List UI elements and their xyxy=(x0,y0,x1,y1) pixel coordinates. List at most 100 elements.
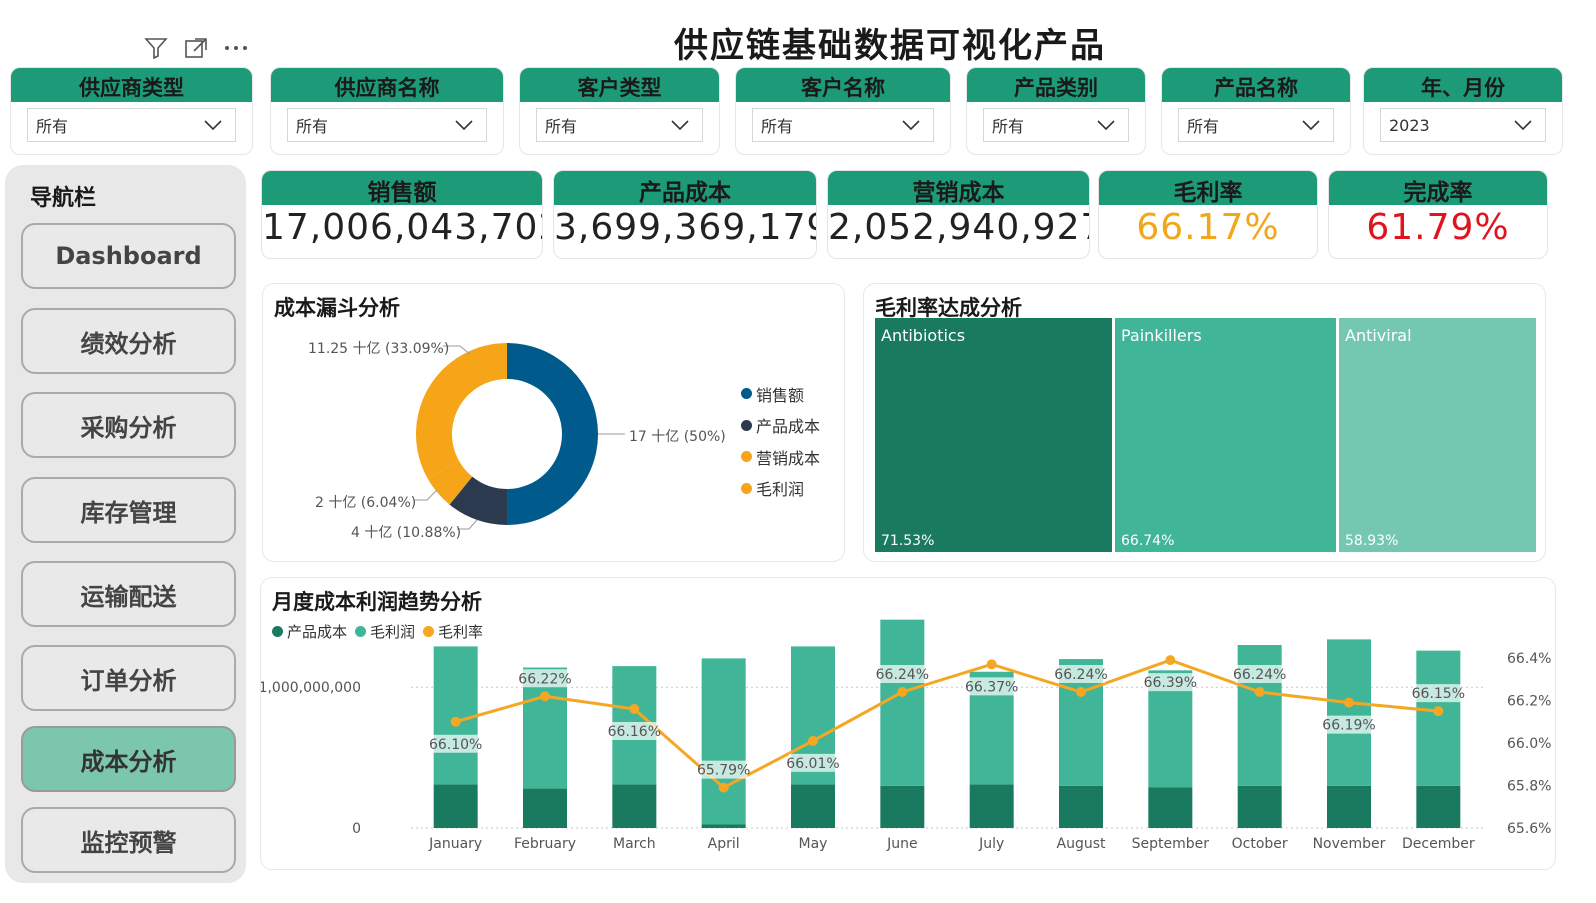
legend-label: 毛利润 xyxy=(370,623,416,641)
nav-title: 导航栏 xyxy=(30,186,97,211)
line-point xyxy=(808,735,818,746)
legend-dot xyxy=(355,626,367,637)
y-right-tick-label: 66.2% xyxy=(1507,694,1551,710)
legend-dot xyxy=(741,451,752,463)
nav-item-cost-analysis[interactable]: 成本分析 xyxy=(21,726,236,792)
x-tick-label: May xyxy=(799,836,828,852)
data-label-bg xyxy=(431,734,480,753)
nav-item-inventory[interactable]: 库存管理 xyxy=(21,477,236,543)
y-left-tick-label: 0 xyxy=(352,821,361,837)
line-point xyxy=(540,691,550,702)
nav-item-logistics[interactable]: 运输配送 xyxy=(21,561,236,627)
chevron-down-icon xyxy=(671,120,689,131)
nav-item-orders[interactable]: 订单分析 xyxy=(21,645,236,711)
filter-customer-name: 客户名称 所有 xyxy=(735,67,951,155)
data-label-bg xyxy=(967,677,1016,696)
data-label-bg xyxy=(610,722,659,740)
filter-supplier-type: 供应商类型 所有 xyxy=(10,67,253,155)
monthly-trend-card: 月度成本利润趋势分析 产品成本 毛利润 毛利率 0 1,000,000,000 65… xyxy=(260,577,1556,870)
legend-label: 毛利率 xyxy=(438,623,484,641)
line-point xyxy=(1254,687,1265,697)
donut-slice-gross-profit xyxy=(416,343,507,479)
data-label: 66.39% xyxy=(1144,675,1197,691)
kpi-label: 产品成本 xyxy=(554,171,816,206)
bar-gross-profit xyxy=(880,619,925,786)
filter-icon[interactable] xyxy=(143,36,169,60)
bar-product-cost xyxy=(1059,785,1103,828)
legend-label: 产品成本 xyxy=(756,417,821,437)
treemap-cell-antiviral[interactable]: Antiviral 58.93% xyxy=(1339,318,1536,552)
filter-customer-type: 客户类型 所有 xyxy=(519,67,720,155)
filter-value: 所有 xyxy=(1187,117,1220,136)
filter-value: 所有 xyxy=(36,117,69,136)
filter-dropdown[interactable]: 所有 xyxy=(752,108,934,142)
donut-label-sales: 17 十亿 (50%) xyxy=(629,429,726,445)
bar-product-cost xyxy=(969,784,1014,828)
legend-item[interactable]: 毛利润 xyxy=(355,621,415,642)
more-icon[interactable] xyxy=(223,36,249,60)
filter-dropdown[interactable]: 所有 xyxy=(536,108,703,142)
filter-label: 客户名称 xyxy=(736,68,950,102)
kpi-sales: 销售额 17,006,043,702 xyxy=(261,170,543,259)
donut-slice-sales xyxy=(507,343,599,525)
y-right-tick-label: 66.0% xyxy=(1507,736,1551,752)
x-tick-label: June xyxy=(886,836,918,852)
filter-dropdown[interactable]: 所有 xyxy=(287,108,487,142)
x-tick-label: September xyxy=(1132,836,1210,852)
legend-item[interactable]: 产品成本 xyxy=(272,621,347,642)
filter-year-month: 年、月份 2023 xyxy=(1363,67,1563,155)
filter-dropdown[interactable]: 所有 xyxy=(1178,108,1334,142)
nav-item-procurement[interactable]: 采购分析 xyxy=(21,392,236,458)
legend-item[interactable]: 毛利率 xyxy=(423,621,483,642)
gross-margin-treemap-card: 毛利率达成分析 Antibiotics 71.53% Painkillers 6… xyxy=(863,283,1546,562)
legend-dot xyxy=(741,482,752,494)
treemap-value: 58.93% xyxy=(1345,533,1399,549)
kpi-value: 2,052,940,927 xyxy=(828,207,1090,248)
data-label: 66.15% xyxy=(1412,686,1465,702)
donut-slice-product-cost xyxy=(449,476,508,525)
treemap-name: Painkillers xyxy=(1121,326,1202,345)
filter-label: 产品类别 xyxy=(967,68,1145,102)
expand-icon[interactable] xyxy=(183,36,209,60)
filter-dropdown[interactable]: 所有 xyxy=(27,108,236,142)
x-tick-label: February xyxy=(514,836,576,852)
line-point xyxy=(986,659,997,670)
donut-chart xyxy=(415,343,625,530)
x-tick-label: March xyxy=(613,836,656,852)
treemap-value: 71.53% xyxy=(881,533,935,549)
donut-leader-line xyxy=(443,345,471,355)
legend-dot xyxy=(423,626,435,637)
nav-item-performance[interactable]: 绩效分析 xyxy=(21,308,236,374)
card-title: 成本漏斗分析 xyxy=(274,296,400,320)
treemap-cell-painkillers[interactable]: Painkillers 66.74% xyxy=(1115,318,1336,552)
filter-value: 所有 xyxy=(992,117,1025,136)
legend-item[interactable]: 毛利润 xyxy=(741,473,820,505)
kpi-value: 3,699,369,179 xyxy=(554,207,817,248)
treemap-name: Antibiotics xyxy=(881,326,966,345)
bar-product-cost xyxy=(1237,785,1282,828)
bar-product-cost xyxy=(1327,785,1371,828)
filter-dropdown[interactable]: 2023 xyxy=(1380,108,1546,142)
filter-product-name: 产品名称 所有 xyxy=(1161,67,1351,155)
line-point xyxy=(718,782,729,793)
line-point xyxy=(1433,706,1444,717)
filter-label: 供应商名称 xyxy=(271,68,503,102)
nav-item-dashboard[interactable]: Dashboard xyxy=(21,223,236,289)
legend-dot xyxy=(741,388,752,400)
y-right-tick-label: 65.6% xyxy=(1507,821,1551,837)
data-label-bg xyxy=(521,669,569,688)
bar-gross-profit xyxy=(701,658,746,825)
legend-label: 营销成本 xyxy=(756,448,821,468)
filter-value: 所有 xyxy=(761,117,794,136)
filter-dropdown[interactable]: 所有 xyxy=(983,108,1129,142)
filter-value: 2023 xyxy=(1389,115,1430,135)
legend-item[interactable]: 营销成本 xyxy=(741,441,820,473)
x-tick-label: April xyxy=(708,836,740,852)
data-label-bg xyxy=(1414,684,1463,703)
nav-item-monitoring[interactable]: 监控预警 xyxy=(21,807,236,873)
legend-item[interactable]: 产品成本 xyxy=(741,410,820,442)
treemap-cell-antibiotics[interactable]: Antibiotics 71.53% xyxy=(875,318,1112,552)
legend-item[interactable]: 销售额 xyxy=(741,378,820,410)
filter-label: 年、月份 xyxy=(1364,68,1562,102)
treemap-value: 66.74% xyxy=(1121,533,1175,549)
